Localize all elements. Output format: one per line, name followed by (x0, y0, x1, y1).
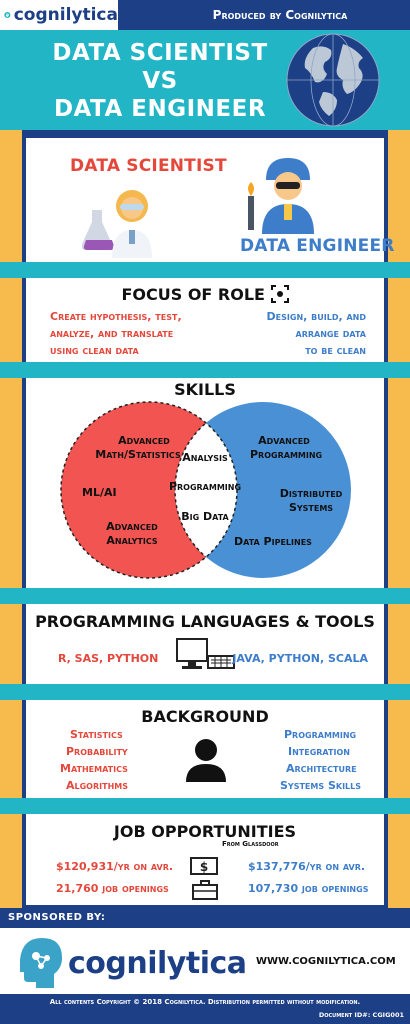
jobs-engineer-salary: $137,776/yr on avr. (248, 860, 366, 873)
copyright-text: All contents Copyright © 2018 Cognilytic… (49, 998, 361, 1006)
title-line-1: DATA SCIENTIST (52, 40, 268, 66)
jobs-source: From Glassdoor (222, 840, 279, 848)
skills-venn-diagram (60, 401, 351, 579)
focus-scientist-line-3: using clean data (50, 344, 139, 357)
tools-scientist: R, SAS, PYTHON (58, 652, 159, 665)
brand-brain-icon (20, 938, 62, 988)
website-link[interactable]: WWW.COGNILYTICA.COM (256, 956, 396, 967)
bg-engineer-3: Architecture (286, 762, 357, 775)
computer-icon (176, 638, 235, 669)
focus-heading: FOCUS OF ROLE (30, 285, 380, 304)
dollar-bill-icon: $ (190, 857, 218, 875)
globe-icon (286, 33, 380, 127)
focus-target-icon (270, 285, 289, 303)
skill-distributed-2: Systems (288, 501, 334, 514)
tools-engineer: JAVA, PYTHON, SCALA (232, 652, 368, 665)
focus-engineer-line-1: Design, build, and (266, 310, 366, 323)
bg-scientist-4: Algorithms (66, 779, 128, 792)
skill-data-pipelines: Data Pipelines (234, 535, 312, 548)
skill-advanced-analytics-2: Analytics (106, 534, 158, 547)
skill-distributed-1: Distributed (279, 487, 343, 500)
jobs-scientist-openings: 21,760 job openings (56, 882, 169, 895)
title-line-2: VS (142, 68, 178, 94)
venn-intersection (175, 402, 237, 578)
title-line-3: DATA ENGINEER (53, 96, 267, 122)
person-icon (186, 739, 226, 782)
brain-icon (4, 11, 11, 19)
skill-analysis: Analysis (182, 451, 228, 464)
document-id: Document ID#: CGIG001 (318, 1011, 404, 1019)
divider-band-3 (0, 588, 410, 604)
divider-band-2 (0, 362, 410, 378)
jobs-engineer-openings: 107,730 job openings (248, 882, 369, 895)
produced-by: Produced by Cognilytica (212, 8, 348, 22)
bg-engineer-2: Integration (288, 745, 350, 758)
skill-advanced-programming-2: Programming (250, 448, 323, 461)
bg-scientist-1: Statistics (70, 728, 123, 741)
brand-name: cognilytica (68, 946, 247, 981)
bg-engineer-4: Systems Skills (280, 779, 362, 792)
bg-scientist-2: Probability (66, 745, 128, 758)
skill-advanced-analytics-1: Advanced (106, 520, 158, 533)
skills-heading: SKILLS (174, 380, 236, 399)
scientist-icon (82, 190, 152, 258)
divider-band-5 (0, 798, 410, 814)
skill-big-data: Big Data (181, 510, 229, 523)
skill-ml-ai: ML/AI (82, 486, 117, 499)
divider-band-1 (0, 262, 410, 278)
sponsor-bar (0, 908, 410, 928)
engineer-icon (248, 158, 314, 234)
scientist-label: DATA SCIENTIST (70, 156, 227, 176)
focus-heading-text: FOCUS OF ROLE (121, 285, 265, 304)
jobs-heading: JOB OPPORTUNITIES (113, 822, 297, 841)
footer-bottom-bar (0, 994, 410, 1024)
bg-engineer-1: Programming (284, 728, 357, 741)
focus-scientist-line-1: Create hypothesis, test, (50, 310, 182, 323)
skill-programming: Programming (168, 480, 242, 493)
divider-band-4 (0, 684, 410, 700)
focus-engineer-line-2: arrange data (295, 327, 367, 340)
focus-engineer-line-3: to be clean (305, 344, 366, 357)
skill-advanced-math-1: Advanced (118, 434, 170, 447)
svg-text:$: $ (200, 860, 208, 874)
background-heading: BACKGROUND (141, 707, 269, 726)
sponsored-by-label: SPONSORED BY: (8, 912, 106, 923)
briefcase-icon (192, 880, 218, 900)
logo-text: cognilytica (13, 5, 118, 25)
engineer-label: DATA ENGINEER (240, 236, 395, 256)
jobs-scientist-salary: $120,931/yr on avr. (56, 860, 174, 873)
header-logo[interactable]: cognilytica (0, 0, 118, 30)
skill-advanced-math-2: Math/Statistics (95, 448, 181, 461)
footer-brand-area (0, 928, 410, 994)
skill-advanced-programming-1: Advanced (258, 434, 310, 447)
bg-scientist-3: Mathematics (60, 762, 128, 775)
tools-heading: PROGRAMMING LANGUAGES & TOOLS (35, 612, 375, 631)
focus-scientist-line-2: analyze, and translate (50, 327, 174, 340)
